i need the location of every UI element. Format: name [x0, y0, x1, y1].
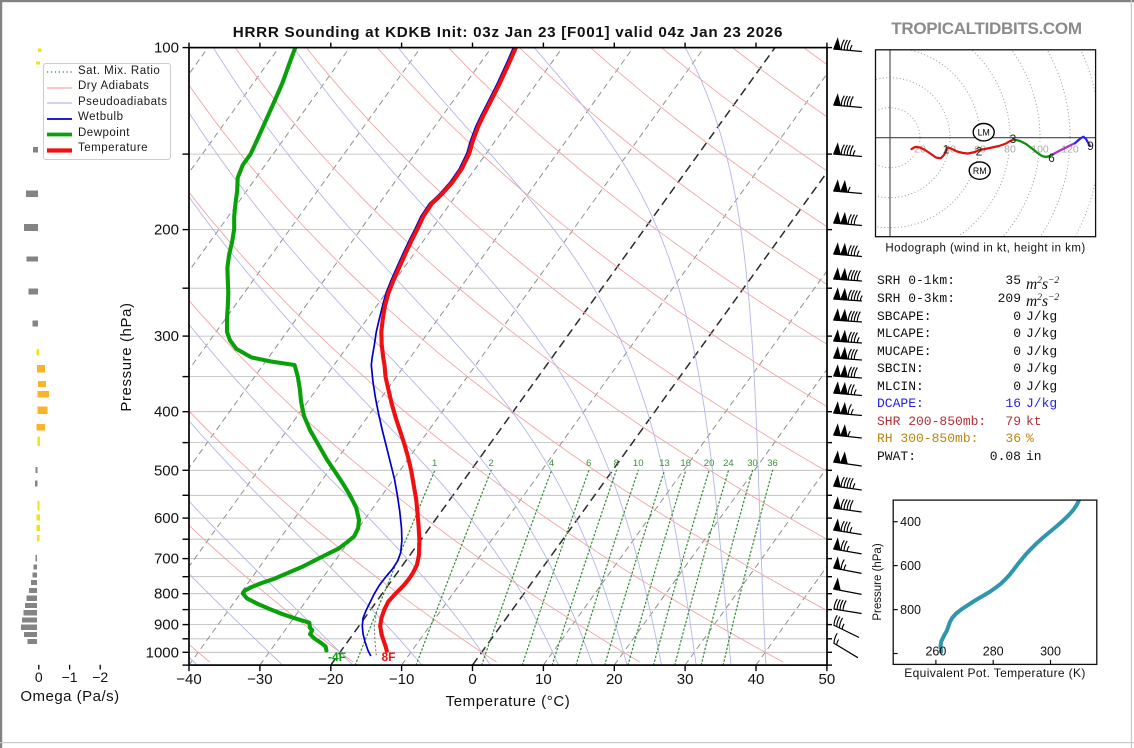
svg-text:300: 300	[1040, 645, 1061, 659]
svg-text:800: 800	[900, 603, 921, 617]
svg-text:TROPICALTIDBITS.COM: TROPICALTIDBITS.COM	[891, 19, 1082, 38]
svg-text:30: 30	[747, 458, 758, 469]
svg-text:10: 10	[535, 671, 552, 688]
svg-text:4: 4	[549, 458, 554, 469]
svg-text:20: 20	[606, 671, 623, 688]
svg-text:6: 6	[1048, 151, 1055, 165]
svg-text:16: 16	[680, 458, 691, 469]
svg-text:−2: −2	[92, 669, 108, 685]
svg-text:1: 1	[432, 458, 437, 469]
svg-text:2: 2	[976, 145, 983, 159]
svg-text:36: 36	[767, 458, 778, 469]
svg-text:50: 50	[819, 671, 836, 688]
svg-text:1: 1	[943, 143, 950, 157]
svg-text:400: 400	[154, 404, 179, 421]
svg-text:Pressure (hPa): Pressure (hPa)	[118, 302, 135, 411]
svg-text:20: 20	[704, 458, 715, 469]
svg-text:20: 20	[914, 144, 926, 156]
svg-text:200: 200	[154, 222, 179, 239]
svg-text:800: 800	[154, 586, 179, 603]
svg-text:900: 900	[154, 617, 179, 634]
svg-text:1000: 1000	[146, 644, 179, 661]
svg-text:400: 400	[900, 515, 921, 529]
svg-text:300: 300	[154, 328, 179, 345]
svg-text:−1: −1	[62, 669, 78, 685]
svg-text:8: 8	[614, 458, 619, 469]
svg-text:700: 700	[154, 551, 179, 568]
svg-text:Equivalent Pot. Temperature (K: Equivalent Pot. Temperature (K)	[904, 666, 1085, 680]
svg-text:30: 30	[677, 671, 694, 688]
svg-text:80: 80	[1004, 144, 1016, 156]
svg-text:8F: 8F	[381, 650, 395, 664]
svg-text:-4F: -4F	[328, 650, 346, 664]
svg-text:LM: LM	[978, 127, 990, 137]
svg-text:Pressure (hPa): Pressure (hPa)	[872, 543, 884, 621]
svg-text:−30: −30	[247, 671, 272, 688]
svg-text:24: 24	[723, 458, 734, 469]
svg-text:0: 0	[35, 669, 43, 685]
svg-text:RM: RM	[973, 166, 987, 176]
svg-text:−10: −10	[389, 671, 414, 688]
svg-text:−40: −40	[176, 671, 201, 688]
svg-text:6: 6	[586, 458, 591, 469]
svg-text:HRRR Sounding at KDKB Init: 03: HRRR Sounding at KDKB Init: 03z Jan 23 […	[233, 24, 783, 41]
svg-text:Hodograph (wind in kt, height: Hodograph (wind in kt, height in km)	[885, 243, 1085, 255]
svg-text:Omega (Pa/s): Omega (Pa/s)	[20, 688, 119, 705]
svg-text:10: 10	[633, 458, 644, 469]
svg-text:600: 600	[900, 559, 921, 573]
svg-text:3: 3	[1010, 132, 1017, 146]
svg-text:0: 0	[468, 671, 476, 688]
svg-text:9: 9	[1087, 139, 1094, 153]
svg-text:280: 280	[983, 645, 1004, 659]
svg-text:40: 40	[944, 144, 956, 156]
svg-text:13: 13	[659, 458, 670, 469]
svg-text:600: 600	[154, 510, 179, 527]
svg-text:40: 40	[748, 671, 765, 688]
svg-text:260: 260	[925, 645, 946, 659]
svg-text:100: 100	[154, 40, 179, 57]
svg-text:−20: −20	[318, 671, 343, 688]
svg-text:2: 2	[488, 458, 493, 469]
svg-text:Temperature (°C): Temperature (°C)	[446, 693, 571, 710]
svg-text:500: 500	[154, 462, 179, 479]
